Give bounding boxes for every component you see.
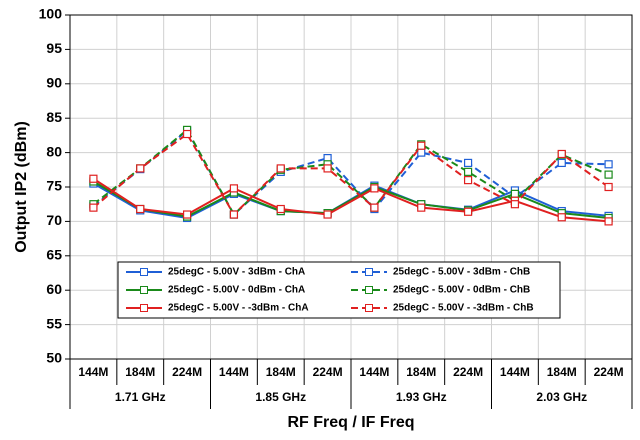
y-tick-label: 70 [46, 212, 62, 228]
marker [557, 158, 566, 168]
y-tick-label: 90 [46, 75, 62, 91]
marker [604, 170, 613, 179]
legend-label: 25degC - 5.00V - 3dBm - ChB [393, 267, 530, 278]
legend-label: 25degC - 5.00V - 0dBm - ChB [393, 285, 530, 296]
marker [417, 203, 426, 212]
marker [604, 217, 613, 226]
y-tick-label: 75 [46, 178, 62, 194]
y-axis-title: Output IP2 (dBm) [13, 121, 30, 253]
marker [463, 176, 473, 185]
legend-marker [365, 286, 373, 294]
x-tick-label: 224M [313, 365, 343, 379]
y-tick-label: 100 [39, 6, 63, 22]
legend-marker [365, 268, 373, 276]
series-line [92, 132, 610, 217]
y-tick-label: 80 [46, 143, 62, 159]
legend-label: 25degC - 5.00V - 0dBm - ChA [168, 285, 305, 296]
marker [557, 149, 566, 159]
x-tick-label: 224M [172, 365, 202, 379]
x-axis-title: RF Freq / IF Freq [287, 414, 414, 431]
marker [417, 141, 426, 150]
x-group-label: 2.03 GHz [536, 390, 587, 404]
legend-label: 25degC - 5.00V - -3dBm - ChA [168, 303, 309, 314]
x-tick-label: 144M [500, 365, 530, 379]
x-tick-label: 144M [359, 365, 389, 379]
marker [510, 200, 520, 209]
marker [323, 164, 332, 173]
marker [136, 164, 145, 173]
marker [417, 148, 426, 157]
marker [510, 189, 520, 198]
x-tick-label: 224M [453, 365, 483, 379]
marker [276, 164, 285, 173]
marker [323, 210, 332, 219]
y-tick-label: 50 [46, 350, 62, 366]
marker [604, 160, 613, 169]
y-tick-label: 85 [46, 109, 62, 125]
y-tick-label: 95 [46, 40, 62, 56]
x-tick-label: 144M [219, 365, 249, 379]
marker [182, 210, 192, 219]
x-tick-label: 224M [594, 365, 624, 379]
legend-marker [140, 304, 148, 312]
marker [557, 213, 566, 222]
marker [182, 129, 192, 139]
marker [276, 204, 285, 214]
x-tick-label: 184M [125, 365, 155, 379]
legend-label: 25degC - 5.00V - -3dBm - ChB [393, 303, 534, 314]
marker [604, 182, 613, 192]
marker [463, 158, 473, 168]
x-tick-label: 184M [266, 365, 296, 379]
marker [89, 174, 98, 183]
marker [370, 203, 379, 212]
legend-marker [140, 268, 148, 276]
y-tick-label: 55 [46, 315, 62, 331]
marker [229, 184, 239, 193]
marker [370, 184, 379, 193]
y-tick-label: 60 [46, 281, 62, 297]
x-group-label: 1.71 GHz [115, 390, 166, 404]
legend-marker [140, 286, 148, 294]
x-tick-label: 144M [78, 365, 108, 379]
x-group-label: 1.93 GHz [396, 390, 447, 404]
series-line [92, 129, 609, 217]
x-group-label: 1.85 GHz [255, 390, 306, 404]
legend-marker [365, 304, 373, 312]
marker [463, 167, 473, 176]
marker [89, 203, 98, 212]
marker [463, 207, 473, 216]
y-tick-label: 65 [46, 247, 62, 263]
legend-box [117, 261, 561, 319]
marker [136, 204, 145, 214]
x-tick-label: 184M [406, 365, 436, 379]
x-tick-label: 184M [547, 365, 577, 379]
series-line [92, 177, 609, 223]
marker [229, 210, 239, 219]
legend-label: 25degC - 5.00V - 3dBm - ChA [168, 267, 305, 278]
